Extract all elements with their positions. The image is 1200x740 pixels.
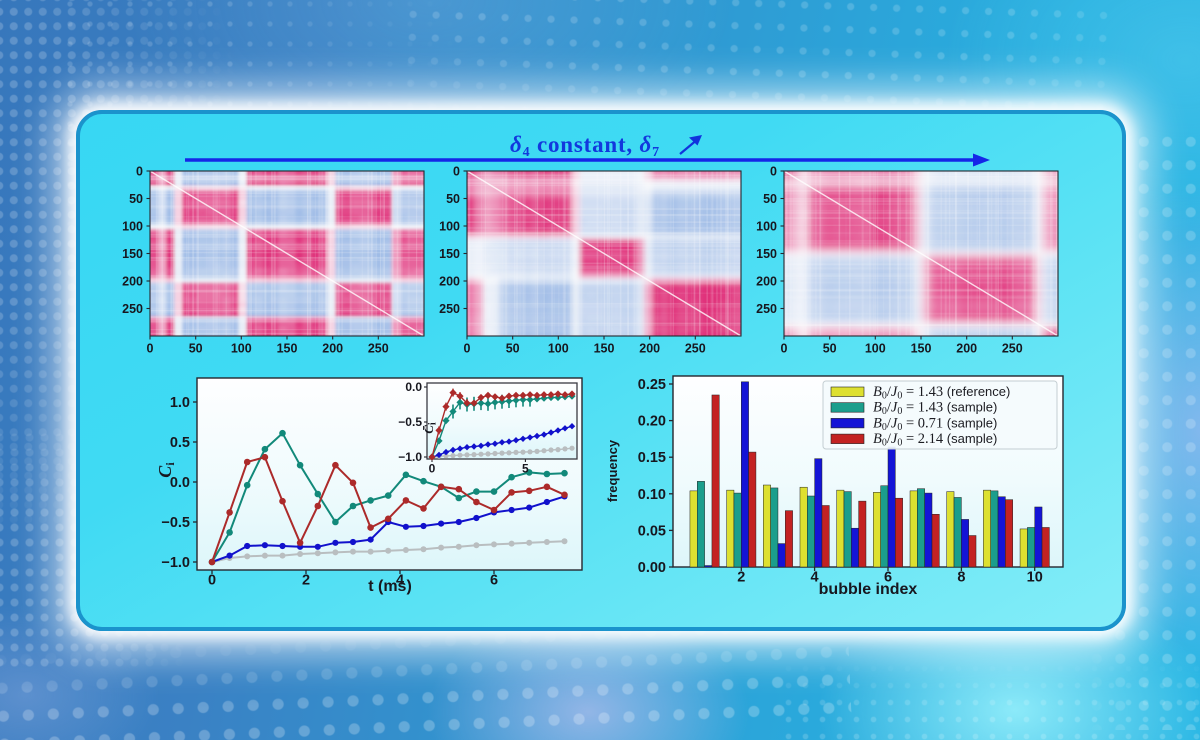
svg-text:bubble index: bubble index: [819, 581, 918, 598]
svg-text:50: 50: [823, 342, 837, 356]
svg-text:0.05: 0.05: [638, 523, 666, 539]
svg-text:100: 100: [122, 220, 143, 234]
svg-text:B0/J0 = 1.43 (sample): B0/J0 = 1.43 (sample): [873, 400, 997, 418]
svg-text:50: 50: [189, 342, 203, 356]
svg-text:150: 150: [122, 247, 143, 261]
svg-text:4: 4: [396, 573, 404, 589]
svg-text:0.00: 0.00: [638, 560, 666, 576]
svg-text:50: 50: [129, 192, 143, 206]
svg-text:B0/J0 = 1.43 (reference): B0/J0 = 1.43 (reference): [873, 384, 1010, 402]
svg-text:150: 150: [756, 247, 777, 261]
svg-text:0.5: 0.5: [170, 435, 190, 451]
svg-text:250: 250: [122, 302, 143, 316]
svg-text:0: 0: [136, 165, 143, 179]
svg-text:B0/J0 = 2.14 (sample): B0/J0 = 2.14 (sample): [873, 431, 997, 449]
svg-text:1.0: 1.0: [170, 395, 190, 411]
svg-text:0: 0: [781, 342, 788, 356]
svg-text:0: 0: [770, 165, 777, 179]
svg-text:C̄i: C̄i: [421, 422, 439, 434]
svg-text:150: 150: [439, 247, 460, 261]
svg-text:2: 2: [737, 570, 745, 586]
svg-text:150: 150: [911, 342, 932, 356]
svg-text:0: 0: [453, 165, 460, 179]
svg-text:250: 250: [1002, 342, 1023, 356]
svg-text:0.15: 0.15: [638, 450, 666, 466]
svg-text:250: 250: [368, 342, 389, 356]
svg-text:0: 0: [208, 573, 216, 589]
svg-text:frequency: frequency: [605, 439, 620, 502]
svg-text:10: 10: [1027, 570, 1043, 586]
svg-text:0.0: 0.0: [405, 380, 422, 394]
svg-text:0.20: 0.20: [638, 414, 666, 430]
svg-text:50: 50: [446, 192, 460, 206]
svg-text:100: 100: [439, 220, 460, 234]
svg-text:0: 0: [464, 342, 471, 356]
svg-text:150: 150: [277, 342, 298, 356]
svg-text:200: 200: [122, 275, 143, 289]
svg-text:200: 200: [322, 342, 343, 356]
svg-text:6: 6: [490, 573, 498, 589]
svg-text:−0.5: −0.5: [161, 515, 190, 531]
svg-text:B0/J0 = 0.71 (sample): B0/J0 = 0.71 (sample): [873, 415, 997, 433]
svg-text:−0.5: −0.5: [398, 415, 422, 429]
svg-text:150: 150: [594, 342, 615, 356]
svg-text:t (ms): t (ms): [368, 578, 412, 595]
svg-text:5: 5: [522, 462, 529, 476]
svg-text:200: 200: [439, 275, 460, 289]
svg-text:δ4 constant, δ7: δ4 constant, δ7: [510, 132, 660, 160]
svg-text:6: 6: [884, 570, 892, 586]
svg-text:−1.0: −1.0: [398, 450, 422, 464]
svg-text:−1.0: −1.0: [161, 555, 190, 571]
svg-text:100: 100: [756, 220, 777, 234]
svg-text:100: 100: [865, 342, 886, 356]
svg-text:100: 100: [231, 342, 252, 356]
svg-text:0.10: 0.10: [638, 487, 666, 503]
svg-text:8: 8: [957, 570, 965, 586]
svg-text:200: 200: [956, 342, 977, 356]
svg-text:4: 4: [811, 570, 819, 586]
svg-text:Ci: Ci: [155, 462, 177, 478]
svg-text:0: 0: [147, 342, 154, 356]
svg-text:200: 200: [756, 275, 777, 289]
svg-text:0.0: 0.0: [170, 475, 190, 491]
svg-text:250: 250: [439, 302, 460, 316]
svg-text:0: 0: [429, 462, 436, 476]
svg-text:2: 2: [302, 573, 310, 589]
svg-text:50: 50: [506, 342, 520, 356]
svg-text:250: 250: [756, 302, 777, 316]
svg-text:50: 50: [763, 192, 777, 206]
svg-text:250: 250: [685, 342, 706, 356]
svg-text:200: 200: [639, 342, 660, 356]
svg-text:100: 100: [548, 342, 569, 356]
svg-text:0.25: 0.25: [638, 377, 666, 393]
